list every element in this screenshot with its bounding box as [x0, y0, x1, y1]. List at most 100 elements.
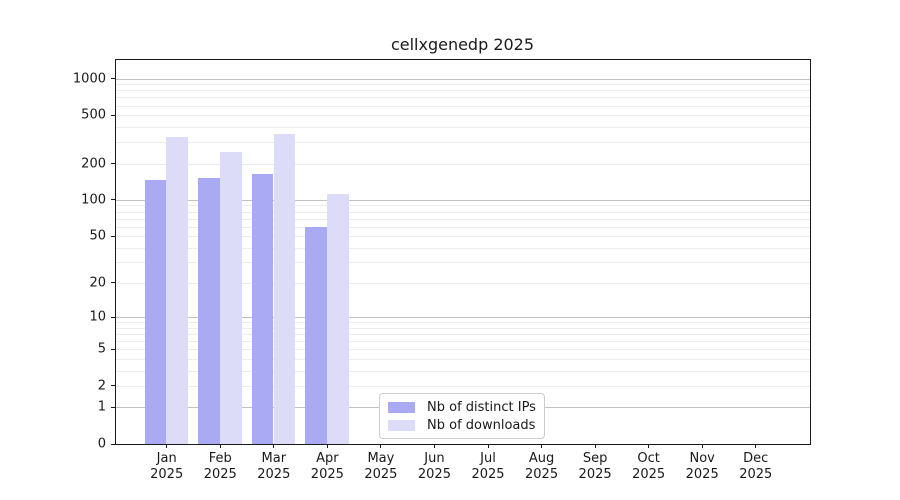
x-tick-mark — [594, 444, 596, 448]
minor-gridline — [115, 262, 810, 264]
minor-gridline — [115, 142, 810, 144]
bar-nb-of-downloads-jan — [166, 137, 189, 444]
minor-gridline — [115, 97, 810, 99]
major-gridline — [115, 199, 810, 201]
x-tick-year: 2025 — [364, 467, 398, 482]
x-tick-mark — [380, 444, 382, 448]
minor-gridline — [115, 349, 810, 351]
x-tick-month: Sep — [582, 451, 608, 466]
x-tick-label-dec: Dec 2025 — [721, 451, 791, 483]
x-tick-year: 2025 — [739, 467, 773, 482]
minor-gridline — [115, 105, 810, 107]
minor-gridline — [115, 322, 810, 324]
x-tick-month: Nov — [689, 451, 715, 466]
minor-gridline — [115, 385, 810, 387]
x-tick-mark — [326, 444, 328, 448]
y-tick-label: 200 — [81, 156, 106, 172]
x-tick-month: Oct — [637, 451, 660, 466]
minor-gridline — [115, 90, 810, 92]
y-tick-label: 2 — [97, 378, 106, 394]
y-tick-mark — [111, 78, 115, 80]
x-tick-year: 2025 — [471, 467, 505, 482]
x-tick-year: 2025 — [417, 467, 451, 482]
x-tick-month: Jan — [156, 451, 177, 466]
x-tick-label-jan: Jan 2025 — [132, 451, 202, 483]
legend-swatch-downloads — [388, 419, 415, 431]
x-tick-label-may: May 2025 — [346, 451, 416, 483]
x-tick-mark — [755, 444, 757, 448]
legend-swatch-distinct-ips — [388, 401, 415, 413]
y-tick-mark — [111, 114, 115, 116]
minor-gridline — [115, 236, 810, 238]
y-tick-mark — [111, 443, 115, 445]
y-tick-label: 50 — [89, 228, 106, 244]
y-tick-mark — [111, 235, 115, 237]
x-tick-label-apr: Apr 2025 — [292, 451, 362, 483]
bar-nb-of-downloads-mar — [273, 134, 296, 444]
y-tick-label: 20 — [89, 275, 106, 291]
legend: Nb of distinct IPs Nb of downloads — [379, 393, 545, 439]
minor-gridline — [115, 247, 810, 249]
x-tick-label-jun: Jun 2025 — [399, 451, 469, 483]
x-tick-month: Aug — [528, 451, 555, 466]
x-tick-month: Jul — [480, 451, 496, 466]
x-tick-month: May — [367, 451, 395, 466]
legend-label-distinct-ips: Nb of distinct IPs — [427, 399, 536, 415]
y-tick-label: 0 — [97, 436, 106, 452]
bar-nb-of-downloads-feb — [219, 151, 242, 444]
legend-item-distinct-ips: Nb of distinct IPs — [388, 400, 544, 415]
x-tick-mark — [701, 444, 703, 448]
x-tick-month: Feb — [208, 451, 232, 466]
x-tick-label-sep: Sep 2025 — [560, 451, 630, 483]
minor-gridline — [115, 327, 810, 329]
x-tick-label-oct: Oct 2025 — [614, 451, 684, 483]
x-tick-year: 2025 — [310, 467, 344, 482]
bar-nb-of-distinct-ips-mar — [251, 173, 274, 444]
x-tick-label-jul: Jul 2025 — [453, 451, 523, 483]
x-tick-month: Mar — [261, 451, 287, 466]
x-tick-year: 2025 — [257, 467, 291, 482]
gridlines-layer — [115, 59, 810, 444]
plot-area — [115, 59, 810, 444]
y-tick-label: 5 — [97, 341, 106, 357]
minor-gridline — [115, 163, 810, 165]
y-tick-mark — [111, 385, 115, 387]
minor-gridline — [115, 341, 810, 343]
x-tick-month: Dec — [743, 451, 769, 466]
x-tick-mark — [487, 444, 489, 448]
x-tick-label-aug: Aug 2025 — [507, 451, 577, 483]
minor-gridline — [115, 115, 810, 117]
y-tick-mark — [111, 282, 115, 284]
y-tick-mark — [111, 199, 115, 201]
y-tick-label: 1 — [97, 399, 106, 415]
minor-gridline — [115, 334, 810, 336]
major-gridline — [115, 78, 810, 80]
x-tick-mark — [219, 444, 221, 448]
legend-item-downloads: Nb of downloads — [388, 418, 544, 433]
minor-gridline — [115, 127, 810, 128]
minor-gridline — [115, 218, 810, 220]
bar-nb-of-distinct-ips-apr — [305, 226, 328, 444]
legend-label-downloads: Nb of downloads — [427, 417, 536, 433]
y-tick-mark — [111, 316, 115, 318]
chart-title: cellxgenedp 2025 — [390, 35, 535, 54]
minor-gridline — [115, 205, 810, 207]
bars-layer — [115, 59, 810, 444]
y-tick-mark — [111, 406, 115, 408]
minor-gridline — [115, 211, 810, 213]
x-tick-year: 2025 — [525, 467, 559, 482]
x-tick-year: 2025 — [685, 467, 719, 482]
x-tick-label-nov: Nov 2025 — [667, 451, 737, 483]
minor-gridline — [115, 226, 810, 228]
minor-gridline — [115, 370, 810, 372]
minor-gridline — [115, 358, 810, 360]
y-tick-label: 1000 — [72, 71, 106, 87]
x-tick-year: 2025 — [150, 467, 184, 482]
x-tick-year: 2025 — [203, 467, 237, 482]
x-tick-label-feb: Feb 2025 — [185, 451, 255, 483]
x-tick-mark — [648, 444, 650, 448]
x-tick-mark — [433, 444, 435, 448]
y-tick-label: 10 — [89, 309, 106, 325]
x-tick-year: 2025 — [578, 467, 612, 482]
